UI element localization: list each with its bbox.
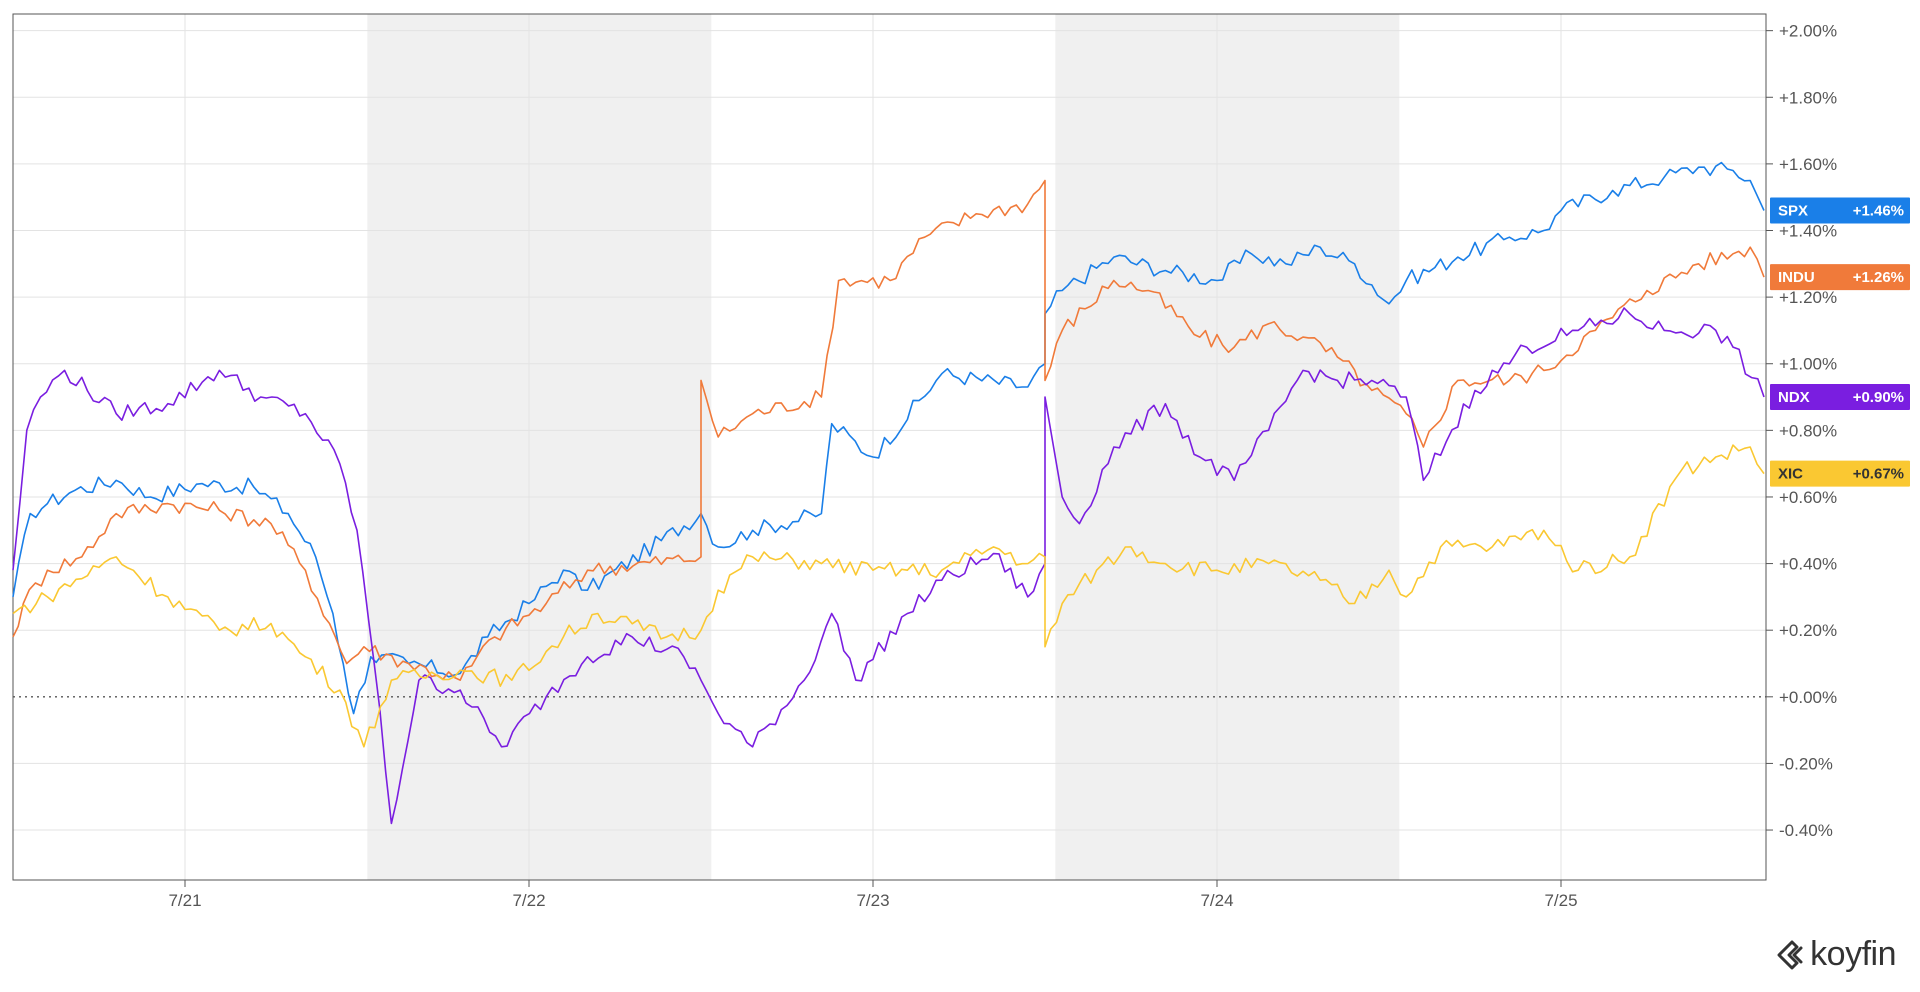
y-tick-label: +0.60% — [1779, 488, 1837, 507]
shaded-session-1 — [1055, 14, 1400, 880]
series-line-indu — [12, 179, 1765, 681]
session-shading — [367, 14, 1400, 880]
y-tick-label: +1.20% — [1779, 288, 1837, 307]
shaded-session-0 — [367, 14, 712, 880]
x-tick-label: 7/22 — [512, 891, 545, 910]
badge-indu — [1770, 264, 1910, 291]
badge-spx — [1770, 197, 1910, 224]
series-lines — [12, 161, 1765, 825]
horizontal-gridlines — [13, 30, 1766, 831]
y-tick-label: +1.80% — [1779, 88, 1837, 107]
y-tick-label: -0.20% — [1779, 754, 1833, 773]
x-tick-label: 7/23 — [856, 891, 889, 910]
x-tick-label: 7/24 — [1200, 891, 1233, 910]
vertical-gridlines — [184, 14, 1562, 880]
badge-name-spx: SPX — [1778, 203, 1808, 220]
x-tick-label: 7/25 — [1544, 891, 1577, 910]
badge-value-ndx: +0.90% — [1853, 389, 1904, 406]
last-value-badges: SPX +1.46% INDU +1.26% NDX +0.90% XIC +0.67% — [1770, 197, 1910, 487]
y-tick-label: +0.00% — [1779, 688, 1837, 707]
y-tick-label: +0.20% — [1779, 621, 1837, 640]
x-axis-tick-labels: 7/21 7/22 7/23 7/24 7/25 — [168, 880, 1578, 910]
koyfin-logo: koyfin — [1774, 935, 1896, 974]
y-tick-label: -0.40% — [1779, 821, 1833, 840]
badge-value-xic: +0.67% — [1853, 466, 1904, 483]
badge-xic — [1770, 460, 1910, 487]
y-tick-label: +2.00% — [1779, 22, 1837, 41]
series-line-ndx — [12, 307, 1765, 825]
plot-border — [12, 13, 1767, 881]
x-tick-label: 7/21 — [168, 891, 201, 910]
y-tick-label: +0.40% — [1779, 555, 1837, 574]
badge-value-spx: +1.46% — [1853, 203, 1904, 220]
koyfin-logo-text: koyfin — [1810, 935, 1896, 973]
y-tick-label: +0.80% — [1779, 421, 1837, 440]
koyfin-logo-icon — [1777, 940, 1803, 969]
series-line-spx — [12, 161, 1765, 715]
badge-name-xic: XIC — [1778, 466, 1803, 483]
y-axis-tick-labels: +2.00% +1.80% +1.60% +1.40% +1.20% +1.00% +0.8… — [1766, 22, 1837, 840]
badge-name-indu: INDU — [1778, 269, 1815, 286]
y-tick-label: +1.40% — [1779, 222, 1837, 241]
y-tick-label: +1.60% — [1779, 155, 1837, 174]
badge-ndx — [1770, 384, 1910, 411]
y-tick-label: +1.00% — [1779, 355, 1837, 374]
series-line-xic — [12, 444, 1765, 748]
badge-value-indu: +1.26% — [1853, 269, 1904, 286]
badge-name-ndx: NDX — [1778, 389, 1810, 406]
